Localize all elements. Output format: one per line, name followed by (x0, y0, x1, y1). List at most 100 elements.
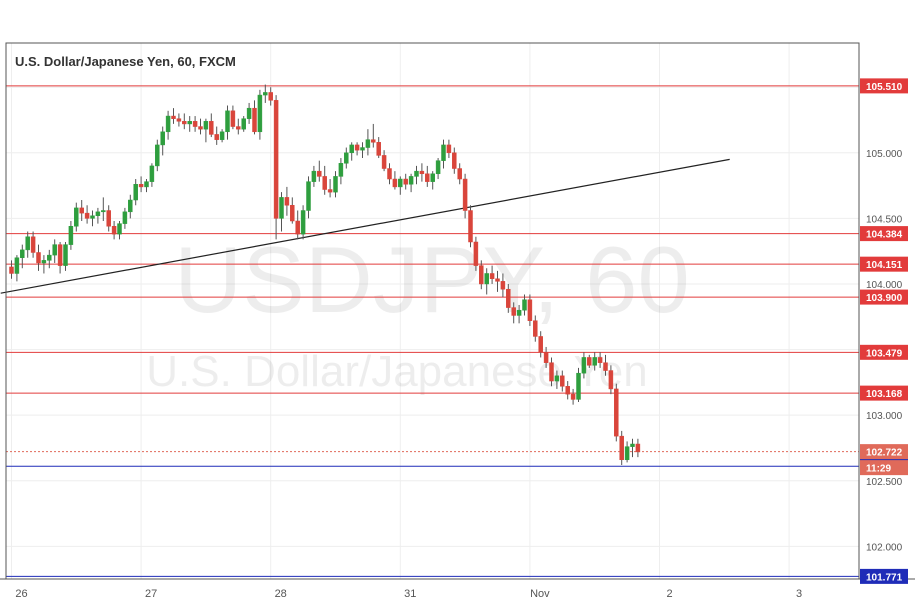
resistance-tag-bg (860, 289, 908, 305)
candle-body (290, 205, 295, 222)
candle (354, 142, 360, 156)
candle (360, 142, 365, 159)
candle (133, 179, 138, 206)
candle (376, 137, 381, 159)
candle (214, 126, 219, 145)
candle-body (149, 165, 155, 182)
candle-body (462, 178, 468, 211)
candle-body (624, 446, 630, 461)
candle-body (144, 181, 149, 188)
y-tick-label: 104.500 (866, 214, 903, 225)
candle-body (25, 236, 30, 251)
candle (635, 438, 641, 458)
x-axis: 26 27 28 31 Nov 2 3 (15, 588, 802, 600)
candle (603, 354, 608, 376)
candle-body (597, 357, 603, 363)
x-tick-label: 2 (666, 588, 672, 600)
candle-body (106, 210, 111, 227)
candle-body (95, 211, 101, 217)
candle (230, 105, 236, 130)
candle (457, 163, 462, 185)
candle-body (155, 144, 160, 167)
candle-body (252, 107, 257, 133)
candle-body (90, 215, 95, 219)
candle (554, 370, 560, 389)
candle (236, 118, 241, 135)
candle (95, 207, 101, 224)
candle-body (20, 249, 25, 258)
candle (452, 147, 457, 174)
candle (106, 205, 111, 232)
candle (20, 244, 25, 269)
candle (338, 158, 344, 185)
candle-body (311, 170, 317, 182)
candle-body (511, 307, 516, 316)
candle (543, 346, 549, 368)
candle-body (603, 362, 608, 371)
candle-body (516, 309, 522, 316)
candle-body (452, 152, 457, 169)
candle (165, 110, 171, 140)
candle-body (587, 357, 592, 366)
candle-body (300, 210, 306, 235)
candle (246, 102, 252, 124)
candle-body (101, 210, 106, 213)
chart-title: U.S. Dollar/Japanese Yen, 60, FXCM (15, 54, 236, 69)
candle-body (349, 144, 354, 154)
candle-body (360, 147, 365, 151)
support-tag-bg (860, 568, 908, 584)
candle (209, 113, 214, 138)
resistance-tag-bg (860, 226, 908, 242)
candle-body (111, 226, 117, 235)
candle (570, 388, 576, 405)
candle-body (160, 131, 165, 146)
candle (576, 367, 581, 403)
countdown-tag: 11:29 (866, 464, 891, 475)
candle (84, 205, 90, 224)
candle (74, 202, 79, 232)
candle (495, 270, 500, 292)
candle-body (14, 257, 20, 274)
candle (295, 210, 300, 240)
candle (527, 294, 533, 326)
candle (500, 273, 506, 298)
candle-body (209, 121, 214, 135)
candle (63, 241, 68, 271)
candle-body (635, 443, 641, 453)
horizontal-levels (6, 85, 859, 577)
candle (176, 113, 182, 127)
x-tick-label: 28 (275, 588, 287, 600)
candle (317, 160, 322, 182)
candle-body (549, 362, 554, 382)
candle-body (47, 254, 52, 261)
x-tick-label: 3 (796, 588, 802, 600)
current-price-tag: 102.722 (866, 448, 903, 459)
candle-body (41, 260, 47, 264)
resistance-tag-bg (860, 344, 908, 360)
watermark: USDJPY, 60 U.S. Dollar/Japanese Yen (146, 227, 689, 396)
candle-body (192, 121, 198, 127)
candle (187, 116, 192, 132)
resistance-tag: 103.168 (866, 389, 903, 400)
candle-body (30, 236, 36, 253)
candle-body (570, 393, 576, 400)
current-price-tag-bg (860, 444, 908, 460)
candle (371, 123, 376, 148)
candle-body (198, 126, 203, 130)
candle-body (203, 121, 209, 130)
candle-body (527, 299, 533, 321)
candle (473, 236, 479, 271)
candle-body (419, 170, 425, 175)
candle (252, 100, 257, 135)
candle-body (479, 265, 484, 285)
candle (30, 231, 36, 258)
candle (111, 221, 117, 240)
candle (511, 302, 516, 324)
candle-body (538, 336, 543, 353)
candle (9, 260, 14, 279)
candle (533, 315, 538, 342)
candle (549, 357, 554, 387)
candle-body (387, 168, 392, 180)
